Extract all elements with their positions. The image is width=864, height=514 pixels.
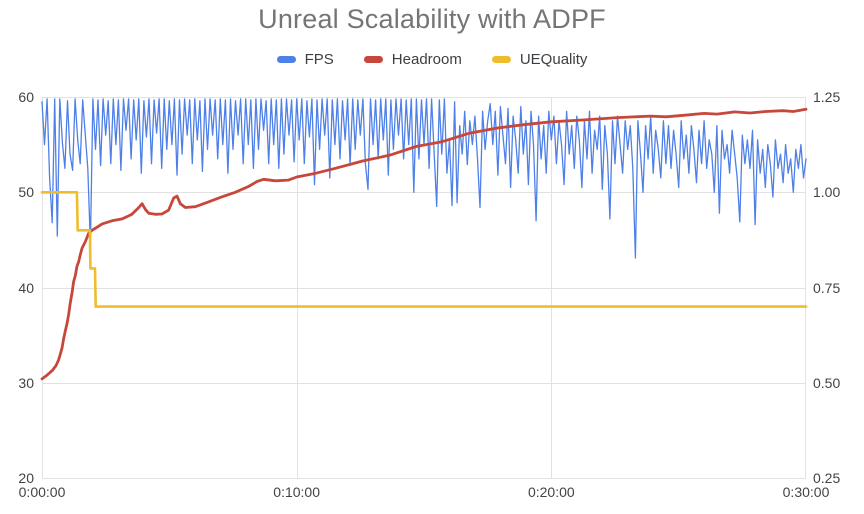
headroom-line <box>40 107 808 381</box>
x-axis-label: 0:20:00 <box>527 484 575 500</box>
x-axis-label: 0:10:00 <box>273 484 321 500</box>
legend-item-headroom: Headroom <box>363 51 462 68</box>
right-axis-label: 1.25 <box>813 89 841 105</box>
left-axis-label: 40 <box>18 279 34 296</box>
legend: FPS Headroom UEQuality <box>0 51 864 68</box>
left-axis-label: 20 <box>18 470 34 486</box>
legend-label-headroom: Headroom <box>391 51 462 68</box>
fps-line <box>41 98 807 259</box>
left-axis-label: 60 <box>18 89 34 105</box>
fps-swatch-icon <box>276 56 296 63</box>
legend-label-uequality: UEQuality <box>519 51 588 68</box>
legend-label-fps: FPS <box>304 51 334 68</box>
x-axis-label: 0:30:00 <box>782 484 830 500</box>
right-axis-label: 0.50 <box>813 374 841 391</box>
legend-item-uequality: UEQuality <box>491 51 588 68</box>
right-axis-label: 0.25 <box>813 470 841 486</box>
x-axis-label: 0:00:00 <box>18 484 66 500</box>
left-axis-label: 50 <box>18 184 34 201</box>
uequality-line <box>40 191 808 308</box>
plot-area <box>40 97 808 479</box>
right-axis-label: 1.00 <box>813 184 841 201</box>
chart-canvas <box>40 97 808 479</box>
legend-item-fps: FPS <box>276 51 334 68</box>
left-axis-label: 30 <box>18 374 34 391</box>
chart-title: Unreal Scalability with ADPF <box>258 4 606 34</box>
right-axis-label: 0.75 <box>813 279 841 296</box>
headroom-swatch-icon <box>363 56 383 63</box>
uequality-swatch-icon <box>491 56 511 63</box>
